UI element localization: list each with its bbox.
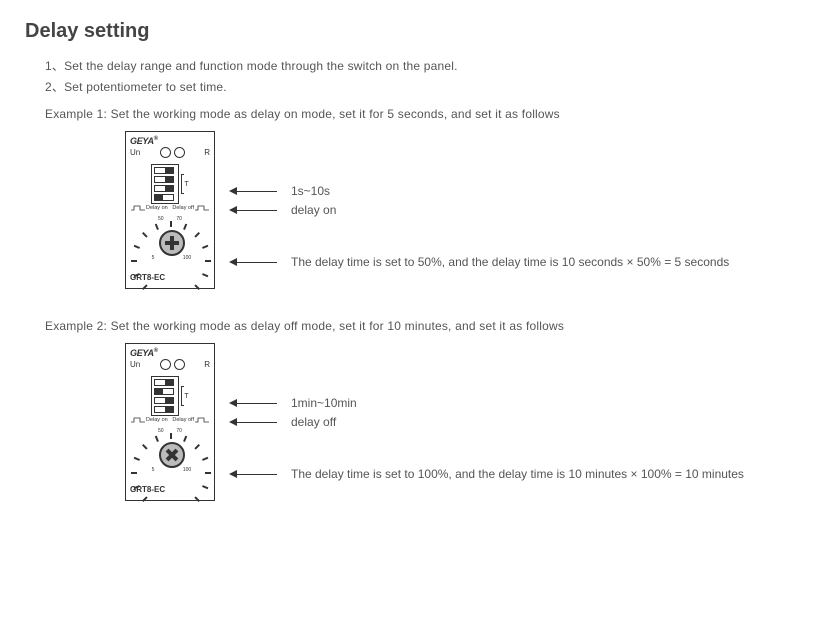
example-1-label: Example 1: Set the working mode as delay… — [45, 107, 796, 121]
arrow-left-icon — [229, 187, 277, 195]
dial-tick — [131, 472, 137, 474]
dial-tick — [194, 496, 200, 502]
device-panel: GEYA® Un R T Delay on Delay off 5 50 70 100 GRT8-E… — [125, 131, 215, 289]
dip-switch-3[interactable] — [154, 185, 174, 192]
dip-switch-block: T — [130, 376, 210, 416]
annotation-row: delay off — [229, 415, 336, 429]
annotation-row: delay on — [229, 203, 336, 217]
dial-scale-label: 50 — [158, 428, 164, 434]
annotation-text: The delay time is set to 100%, and the d… — [291, 467, 744, 481]
model-label: GRT8-EC — [130, 485, 210, 494]
led-left-label: Un — [130, 360, 140, 369]
led-left-label: Un — [130, 148, 140, 157]
arrow-left-icon — [229, 418, 277, 426]
mode-row: Delay on Delay off — [130, 417, 210, 423]
dial-scale-label: 70 — [176, 216, 182, 222]
annotation-text: 1s~10s — [291, 184, 330, 198]
dial-scale-label: 5 — [152, 467, 155, 473]
dial-scale-label: 100 — [183, 467, 191, 473]
dip-switch-1[interactable] — [154, 167, 174, 174]
dial-tick — [202, 457, 208, 461]
mode-off-label: Delay off — [172, 205, 194, 211]
dial-tick — [170, 433, 172, 439]
dip-switch-2[interactable] — [154, 176, 174, 183]
cross-icon — [165, 236, 179, 250]
dial-tick — [205, 472, 211, 474]
led-r-icon — [174, 147, 185, 158]
dial-knob[interactable] — [159, 230, 185, 256]
dial-tick — [155, 436, 159, 442]
led-r-icon — [174, 359, 185, 370]
dial-tick — [202, 245, 208, 249]
dial-tick — [194, 232, 200, 238]
instructions-list: 1、Set the delay range and function mode … — [45, 57, 796, 95]
dial-tick — [142, 232, 148, 238]
led-un-icon — [160, 147, 171, 158]
dial-tick — [131, 260, 137, 262]
dip-switch-4[interactable] — [154, 406, 174, 413]
annotation-text: delay off — [291, 415, 336, 429]
dial-scale-label: 5 — [152, 255, 155, 261]
annotation-row: The delay time is set to 50%, and the de… — [229, 255, 729, 269]
dip-switch-4[interactable] — [154, 194, 174, 201]
time-dial[interactable]: 5 50 70 100 — [148, 431, 192, 475]
annotation-row: 1s~10s — [229, 184, 330, 198]
wave-on-icon — [131, 205, 145, 211]
dial-tick — [155, 224, 159, 230]
dip-switch-2[interactable] — [154, 388, 174, 395]
instruction-2: 2、Set potentiometer to set time. — [45, 78, 796, 95]
dial-tick — [183, 436, 187, 442]
dial-tick — [194, 444, 200, 450]
dial-tick — [205, 260, 211, 262]
page-title: Delay setting — [25, 20, 796, 43]
dial-tick — [194, 284, 200, 290]
time-dial[interactable]: 5 50 70 100 — [148, 219, 192, 263]
arrow-left-icon — [229, 206, 277, 214]
example-2-block: GEYA® Un R T Delay on Delay off 5 50 70 100 GRT8-E… — [125, 343, 796, 501]
example-2-label: Example 2: Set the working mode as delay… — [45, 319, 796, 333]
brand-label: GEYA® — [130, 348, 210, 358]
cross-icon — [162, 445, 182, 465]
dial-scale-label: 50 — [158, 216, 164, 222]
wave-off-icon — [195, 205, 209, 211]
dial-scale-label: 100 — [183, 255, 191, 261]
annotation-row: The delay time is set to 100%, and the d… — [229, 467, 744, 481]
dip-switch-1[interactable] — [154, 379, 174, 386]
annotation-text: The delay time is set to 50%, and the de… — [291, 255, 729, 269]
brand-label: GEYA® — [130, 136, 210, 146]
dial-tick — [142, 444, 148, 450]
dip-t-label: T — [181, 174, 188, 194]
mode-row: Delay on Delay off — [130, 205, 210, 211]
dip-switch-block: T — [130, 164, 210, 204]
instruction-1: 1、Set the delay range and function mode … — [45, 57, 796, 74]
dip-switch-3[interactable] — [154, 397, 174, 404]
dial-tick — [142, 496, 148, 502]
led-un-icon — [160, 359, 171, 370]
dip-t-label: T — [181, 386, 188, 406]
led-right-label: R — [204, 360, 210, 369]
dial-scale-label: 70 — [176, 428, 182, 434]
dial-tick — [142, 284, 148, 290]
dial-tick — [183, 224, 187, 230]
led-right-label: R — [204, 148, 210, 157]
example-1-block: GEYA® Un R T Delay on Delay off 5 50 70 100 GRT8-E… — [125, 131, 796, 289]
mode-on-label: Delay on — [146, 205, 168, 211]
annotation-text: 1min~10min — [291, 396, 357, 410]
dial-tick — [170, 221, 172, 227]
annotation-text: delay on — [291, 203, 336, 217]
dial-tick — [134, 245, 140, 249]
dial-tick — [134, 457, 140, 461]
device-panel: GEYA® Un R T Delay on Delay off 5 50 70 100 GRT8-E… — [125, 343, 215, 501]
mode-off-label: Delay off — [172, 417, 194, 423]
wave-off-icon — [195, 417, 209, 423]
led-row: Un R — [130, 147, 210, 158]
led-row: Un R — [130, 359, 210, 370]
arrow-left-icon — [229, 399, 277, 407]
annotation-row: 1min~10min — [229, 396, 357, 410]
arrow-left-icon — [229, 470, 277, 478]
model-label: GRT8-EC — [130, 273, 210, 282]
mode-on-label: Delay on — [146, 417, 168, 423]
wave-on-icon — [131, 417, 145, 423]
arrow-left-icon — [229, 258, 277, 266]
